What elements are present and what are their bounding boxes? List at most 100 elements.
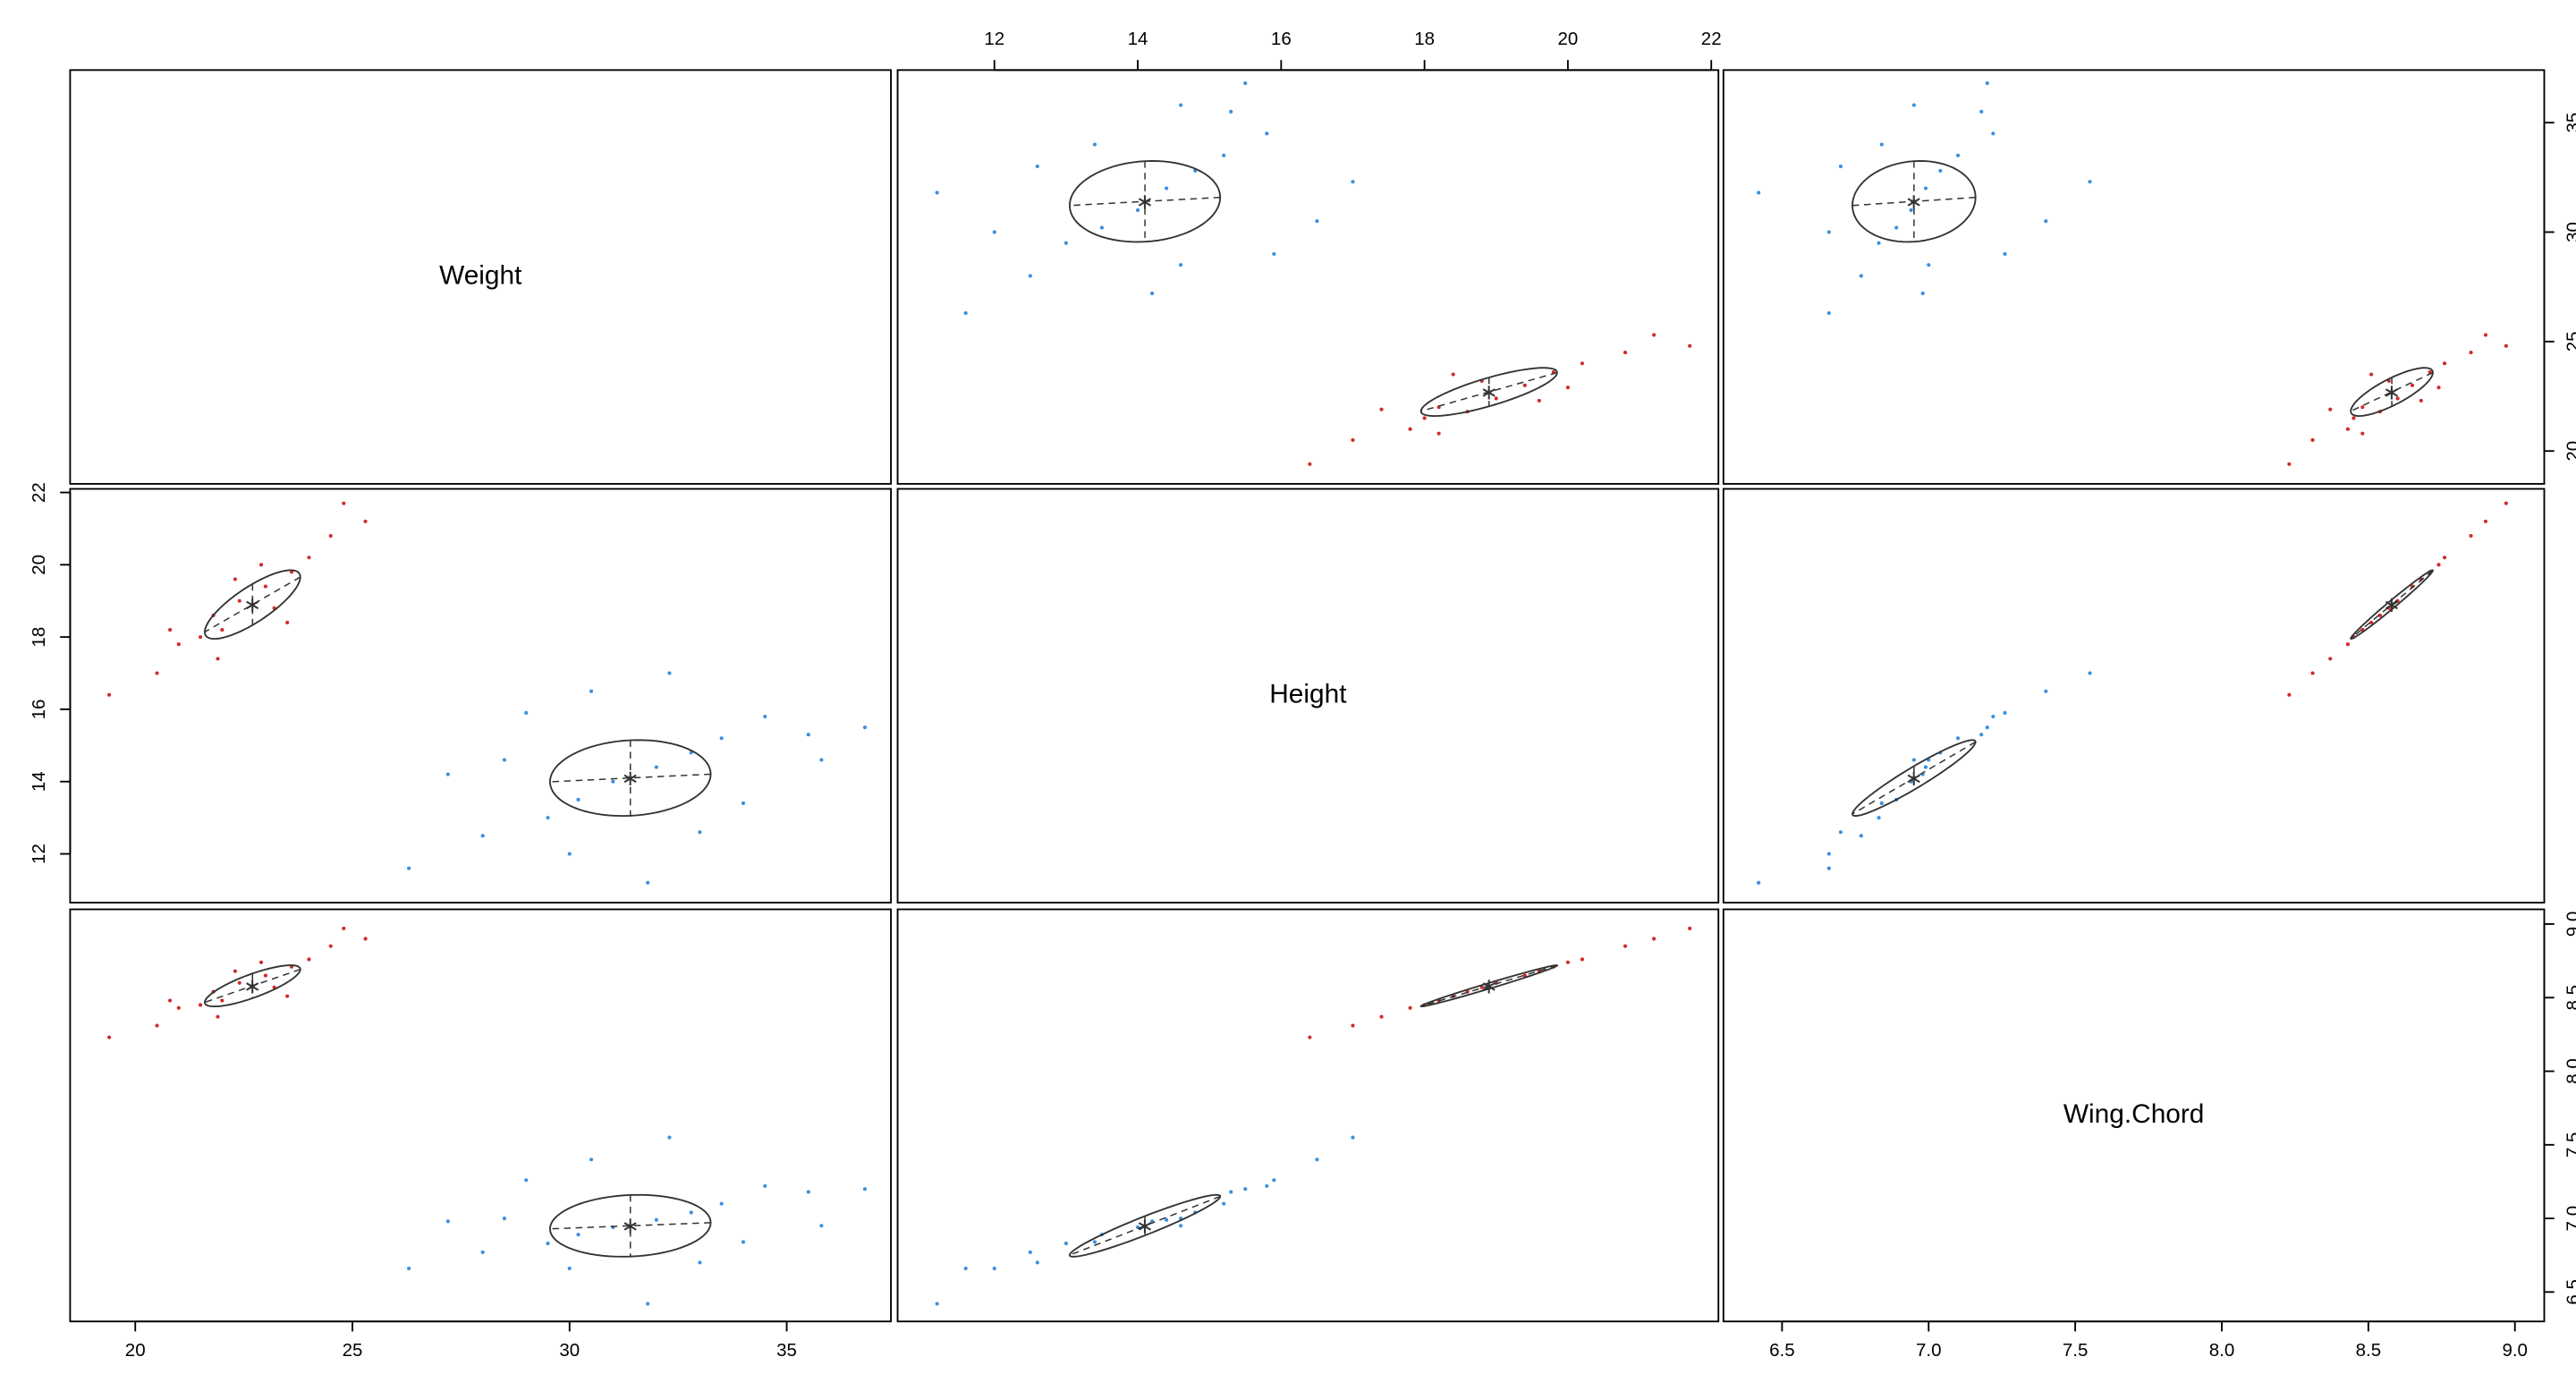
data-point	[307, 957, 311, 962]
panel-frame	[1722, 69, 2546, 485]
panel-frame	[896, 488, 1720, 904]
data-point	[1135, 208, 1140, 213]
ellipse-axis	[549, 773, 711, 783]
data-point	[502, 758, 506, 762]
data-point	[2386, 606, 2391, 610]
tick-label: 7.0	[1916, 1340, 1942, 1361]
data-point	[1092, 1240, 1097, 1244]
tick-label: 30	[2563, 222, 2576, 242]
data-point	[237, 980, 242, 985]
data-point	[2360, 431, 2365, 436]
data-point	[576, 1233, 580, 1237]
data-point	[1652, 937, 1657, 941]
ellipse-axis	[549, 1222, 711, 1230]
data-point	[1909, 208, 1913, 213]
tick-label: 35	[2563, 113, 2576, 133]
data-point	[176, 642, 181, 647]
tick-label: 22	[1701, 29, 1722, 49]
data-point	[2436, 386, 2441, 390]
data-point	[1408, 1005, 1412, 1010]
variable-label: Wing.Chord	[2063, 1099, 2205, 1129]
data-point	[611, 779, 615, 784]
data-point	[1408, 427, 1412, 431]
data-point	[763, 714, 767, 719]
data-point	[1652, 333, 1657, 337]
data-point	[1436, 431, 1441, 436]
data-point	[363, 937, 368, 941]
data-point	[524, 710, 529, 716]
data-point	[258, 960, 264, 964]
tick-label: 6.5	[2563, 1279, 2576, 1305]
data-point	[1623, 944, 1628, 948]
data-point	[1422, 416, 1427, 420]
ellipse	[548, 1193, 712, 1258]
data-point	[1537, 398, 1541, 403]
group-centroid: ∗	[1136, 190, 1154, 214]
group-centroid: ∗	[622, 1215, 640, 1239]
data-point	[2395, 396, 2400, 401]
data-point	[1877, 816, 1881, 820]
data-point	[1955, 736, 1961, 741]
data-point	[2310, 671, 2315, 675]
data-point	[407, 1266, 411, 1271]
panel	[896, 69, 1720, 485]
data-point	[1265, 1183, 1269, 1188]
data-point	[1859, 834, 1863, 838]
data-point	[698, 830, 702, 835]
data-point	[1308, 462, 1312, 466]
data-point	[567, 852, 572, 856]
tick-label: 20	[1558, 29, 1579, 49]
data-point	[220, 628, 225, 632]
data-point	[741, 801, 746, 806]
ellipse-axis	[2350, 371, 2434, 412]
data-point	[480, 1250, 485, 1254]
data-point	[2003, 710, 2007, 716]
data-point	[1565, 960, 1570, 964]
ellipse	[1852, 159, 1977, 243]
data-point	[1315, 219, 1319, 224]
data-point	[1451, 372, 1455, 377]
data-point	[2504, 344, 2508, 348]
data-point	[2351, 416, 2356, 420]
data-point	[1938, 168, 1943, 173]
data-point	[1911, 758, 1916, 762]
data-point	[107, 1035, 112, 1039]
data-point	[1243, 1187, 1248, 1192]
data-point	[250, 602, 255, 606]
data-point	[2419, 398, 2423, 403]
data-point	[763, 1183, 767, 1188]
tick-label: 35	[776, 1340, 797, 1361]
data-point	[646, 1302, 650, 1306]
data-point	[819, 758, 824, 762]
data-point	[2410, 383, 2415, 387]
data-point	[546, 1241, 550, 1246]
data-point	[1985, 81, 1989, 86]
data-point	[2310, 437, 2315, 443]
tick-label: 25	[2563, 331, 2576, 352]
data-point	[524, 1178, 529, 1183]
data-point	[445, 772, 450, 776]
tick-label: 7.0	[2563, 1206, 2576, 1232]
data-point	[2469, 533, 2473, 539]
ellipse-axis	[1069, 1195, 1221, 1256]
data-point	[1351, 437, 1355, 443]
data-point	[963, 1266, 968, 1271]
tick-label: 8.0	[2209, 1340, 2235, 1361]
tick-label: 7.5	[2063, 1340, 2089, 1361]
panel-frame	[896, 908, 1720, 1323]
data-point	[168, 628, 173, 632]
data-point	[1243, 81, 1248, 86]
data-point	[819, 1224, 824, 1228]
data-point	[546, 816, 550, 820]
tick-label: 22	[29, 482, 49, 503]
data-point	[1063, 241, 1068, 245]
data-point	[1308, 1035, 1312, 1039]
tick-label: 14	[29, 771, 49, 792]
group-centroid: ∗	[1905, 767, 1923, 791]
data-point	[1351, 180, 1355, 184]
data-point	[328, 944, 333, 948]
data-point	[667, 671, 672, 675]
ellipse	[1852, 739, 1977, 818]
panel-frame	[69, 908, 893, 1323]
data-point	[2044, 219, 2048, 224]
